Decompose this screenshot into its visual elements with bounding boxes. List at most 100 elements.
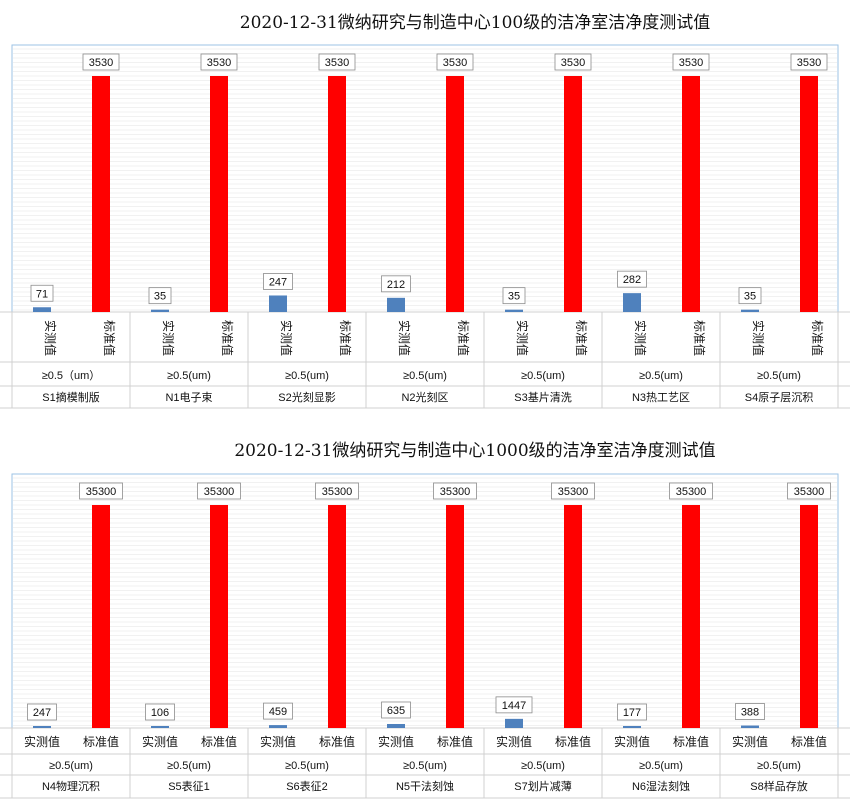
data-label-standard-box xyxy=(551,482,595,500)
data-label-standard-box xyxy=(315,482,359,500)
data-label-standard: 3530 xyxy=(89,57,113,69)
data-label-measured: 282 xyxy=(623,274,641,286)
data-label-measured: 1447 xyxy=(502,700,526,712)
data-label-measured: 106 xyxy=(151,707,169,719)
bar-standard xyxy=(328,76,346,312)
bar-measured xyxy=(387,297,405,312)
particle-size-label: ≥0.5(um) xyxy=(757,370,801,382)
data-label-standard-box xyxy=(433,482,477,500)
location-label: N5干法刻蚀 xyxy=(396,779,454,793)
location-label: S7划片减薄 xyxy=(514,779,571,793)
data-label-standard-box xyxy=(790,53,828,71)
axis-label-measured: 实测值 xyxy=(633,320,648,356)
axis-label-measured: 实测值 xyxy=(515,320,530,356)
axis-label-standard: 标准值 xyxy=(319,734,355,749)
data-label-standard-box xyxy=(79,482,123,500)
data-label-measured: 177 xyxy=(623,707,641,719)
data-label-standard-box xyxy=(197,482,241,500)
axis-label-standard: 标准值 xyxy=(791,734,827,749)
bar-standard xyxy=(210,505,228,728)
bar-measured xyxy=(387,723,405,728)
location-label: N6湿法刻蚀 xyxy=(632,779,690,793)
bar-standard xyxy=(446,76,464,312)
axis-label-standard: 标准值 xyxy=(555,734,591,749)
axis-label-standard: 标准值 xyxy=(692,320,707,356)
location-label: S3基片清洗 xyxy=(514,391,571,404)
bar-measured xyxy=(151,726,169,728)
data-label-measured: 71 xyxy=(36,288,48,300)
data-label-measured: 388 xyxy=(741,707,759,719)
data-label-standard-box xyxy=(554,53,592,71)
data-label-standard: 3530 xyxy=(207,57,231,69)
axis-label-standard: 标准值 xyxy=(673,734,709,749)
data-label-standard: 3530 xyxy=(561,57,585,69)
data-label-standard: 35300 xyxy=(558,486,589,498)
axis-label-measured: 实测值 xyxy=(378,734,414,749)
bar-measured xyxy=(505,718,523,728)
bar-standard xyxy=(92,505,110,728)
data-label-standard-box xyxy=(200,53,238,71)
particle-size-label: ≥0.5(um) xyxy=(403,760,447,772)
particle-size-label: ≥0.5(um) xyxy=(639,370,683,382)
bar-measured xyxy=(623,726,641,728)
data-label-standard-box xyxy=(318,53,356,71)
data-label-measured-box xyxy=(381,275,411,293)
chart-title-1000: 2020-12-31微纳研究与制造中心1000级的洁净室洁净度测试值 xyxy=(234,441,716,461)
bar-measured xyxy=(269,725,287,728)
bar-standard xyxy=(682,505,700,728)
data-label-measured-box xyxy=(381,701,411,719)
location-label: S6表征2 xyxy=(286,779,328,793)
particle-size-label: ≥0.5(um) xyxy=(285,370,329,382)
data-label-measured-box xyxy=(263,702,293,720)
bar-standard xyxy=(328,505,346,728)
data-label-measured-box xyxy=(738,287,762,305)
location-label: N2光刻区 xyxy=(401,390,448,404)
location-label: N1电子束 xyxy=(165,391,212,404)
data-label-standard: 3530 xyxy=(679,57,703,69)
bar-measured xyxy=(623,293,641,312)
plot-area xyxy=(11,473,839,729)
bar-standard xyxy=(682,76,700,312)
bar-measured xyxy=(151,309,169,312)
axis-label-measured: 实测值 xyxy=(751,320,766,356)
axis-label-standard: 标准值 xyxy=(574,320,589,356)
location-label: S5表征1 xyxy=(168,779,210,793)
particle-size-label: ≥0.5(um) xyxy=(403,370,447,382)
axis-label-measured: 实测值 xyxy=(142,734,178,749)
data-label-standard: 3530 xyxy=(797,57,821,69)
data-label-standard: 35300 xyxy=(86,486,117,498)
axis-label-measured: 实测值 xyxy=(43,320,58,356)
data-label-measured-box xyxy=(617,703,647,721)
data-label-standard: 35300 xyxy=(322,486,353,498)
bar-standard xyxy=(800,505,818,728)
data-label-standard: 35300 xyxy=(676,486,707,498)
data-label-standard-box xyxy=(436,53,474,71)
bar-measured xyxy=(505,309,523,312)
data-label-standard-box xyxy=(82,53,120,71)
axis-label-standard: 标准值 xyxy=(83,734,119,749)
data-label-measured: 459 xyxy=(269,706,287,718)
data-label-measured-box xyxy=(263,273,293,290)
data-label-measured-box xyxy=(735,703,765,720)
data-label-measured: 635 xyxy=(387,705,405,717)
data-label-measured-box xyxy=(495,696,533,714)
data-label-measured-box xyxy=(27,703,57,721)
bar-standard xyxy=(92,76,110,312)
particle-size-label: ≥0.5(um) xyxy=(521,760,565,772)
data-label-measured: 247 xyxy=(33,707,51,719)
axis-label-standard: 标准值 xyxy=(220,320,235,356)
data-label-measured-box xyxy=(148,287,172,305)
chart-title-100: 2020-12-31微纳研究与制造中心100级的洁净室洁净度测试值 xyxy=(239,13,711,33)
particle-size-label: ≥0.5(um) xyxy=(285,760,329,772)
particle-size-label: ≥0.5(um) xyxy=(639,760,683,772)
bar-measured xyxy=(269,295,287,312)
bar-measured xyxy=(741,725,759,728)
axis-label-standard: 标准值 xyxy=(437,734,473,749)
location-label: S8样品存放 xyxy=(750,779,807,793)
bar-standard xyxy=(210,76,228,312)
data-label-measured: 35 xyxy=(154,291,166,303)
bar-measured xyxy=(33,726,51,728)
bar-standard xyxy=(564,505,582,728)
location-label: S1摘模制版 xyxy=(42,390,99,404)
